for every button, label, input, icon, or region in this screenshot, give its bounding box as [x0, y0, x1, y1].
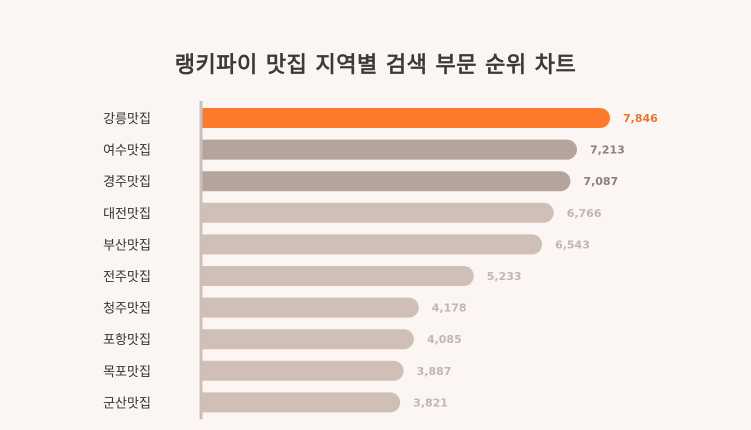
data-label: 3,821 [413, 396, 448, 409]
category-label: 청주맛집 [103, 302, 151, 317]
bar [202, 360, 404, 381]
bar [202, 234, 543, 255]
category-label: 전주맛집 [103, 270, 151, 285]
bar [202, 202, 554, 223]
data-label: 7,087 [583, 175, 618, 188]
data-label: 6,766 [567, 207, 602, 220]
data-label: 7,846 [623, 112, 658, 125]
bar [202, 329, 414, 350]
bar [202, 171, 571, 192]
bar [202, 108, 610, 128]
category-label: 포항맛집 [103, 333, 151, 348]
data-label: 4,178 [432, 302, 467, 315]
category-label: 강릉맛집 [103, 112, 151, 127]
chart-title: 랭키파이 맛집 지역별 검색 부문 순위 차트 [174, 53, 577, 78]
data-label: 3,887 [417, 365, 452, 378]
data-label: 7,213 [590, 144, 625, 157]
data-label: 6,543 [555, 238, 590, 251]
bar [202, 297, 419, 318]
bar [202, 266, 474, 286]
bar [202, 139, 578, 160]
category-label: 대전맛집 [103, 207, 151, 222]
category-label: 부산맛집 [103, 238, 151, 253]
category-label: 군산맛집 [103, 396, 151, 411]
data-label: 4,085 [427, 333, 462, 346]
bar [202, 392, 401, 413]
category-label: 경주맛집 [103, 175, 151, 190]
category-label: 여수맛집 [103, 144, 151, 159]
data-label: 5,233 [487, 270, 522, 283]
category-label: 목포맛집 [103, 365, 151, 380]
